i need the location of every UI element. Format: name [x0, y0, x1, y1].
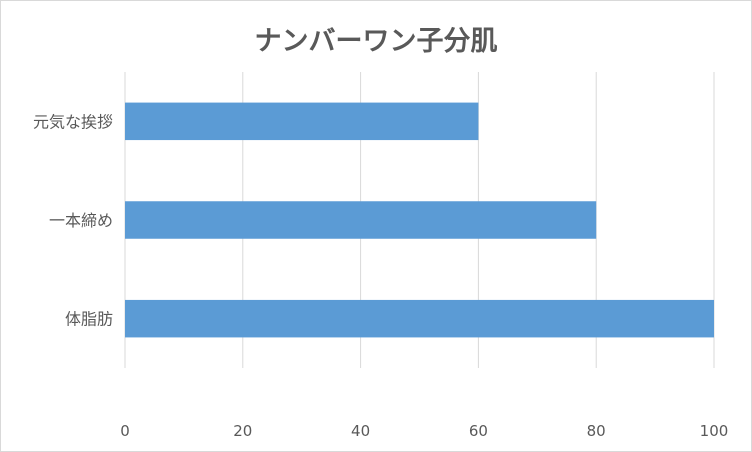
- x-tick-label-0: 0: [120, 422, 130, 440]
- x-tick-label-60: 60: [469, 422, 488, 440]
- y-category-label-1: 元気な挨拶: [33, 112, 113, 131]
- x-tick-label-20: 20: [233, 422, 252, 440]
- bar-3: [125, 299, 714, 338]
- y-category-label-3: 体脂肪: [65, 310, 113, 329]
- x-tick-label-40: 40: [351, 422, 370, 440]
- x-tick-label-80: 80: [587, 422, 606, 440]
- x-tick-label-100: 100: [700, 422, 729, 440]
- bar-1: [125, 102, 479, 141]
- bar-2: [125, 201, 597, 239]
- chart-title: ナンバーワン子分肌: [254, 26, 498, 57]
- y-category-label-2: 一本締め: [49, 211, 113, 230]
